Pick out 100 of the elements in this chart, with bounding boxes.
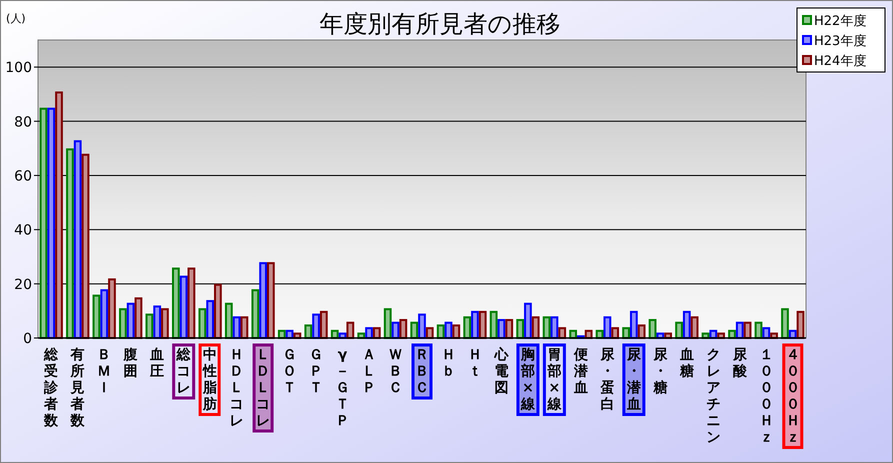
- x-tick-label: 尿・蛋白: [599, 347, 616, 412]
- bar: [100, 289, 108, 339]
- bar: [224, 302, 233, 339]
- bar: [266, 262, 275, 339]
- bar: [630, 310, 638, 339]
- x-tick-label: クレアチニン: [706, 347, 720, 446]
- bar: [638, 324, 646, 339]
- bar: [92, 294, 100, 339]
- bar: [728, 330, 736, 339]
- x-tick-label: 腹囲: [122, 347, 138, 380]
- bar: [444, 322, 452, 339]
- y-tick-label: 20: [14, 276, 32, 293]
- bar: [622, 327, 630, 339]
- bar: [471, 310, 479, 339]
- bar: [188, 268, 196, 339]
- bar: [490, 310, 498, 339]
- bar: [161, 308, 169, 339]
- bar: [516, 319, 524, 339]
- chart-title: 年度別有所見者の推移: [320, 10, 560, 38]
- x-tick-label: 血圧: [149, 347, 164, 380]
- x-tick-label: ＧＰＴ: [309, 347, 324, 396]
- legend-label: H22年度: [814, 13, 866, 29]
- bar: [40, 108, 48, 339]
- x-tick-label: Ｈｂ: [441, 347, 456, 380]
- bar: [532, 316, 540, 339]
- bar: [498, 319, 506, 339]
- bar: [365, 327, 373, 339]
- bar: [478, 310, 487, 339]
- x-tick-label: 便潜血: [572, 347, 588, 396]
- bar: [180, 276, 188, 339]
- y-tick-label: 100: [5, 60, 32, 76]
- x-tick-label: 胃部×線: [546, 347, 562, 412]
- bar: [251, 289, 260, 339]
- bar: [312, 314, 320, 339]
- bar: [82, 154, 90, 339]
- bar: [744, 322, 752, 339]
- bar: [410, 322, 418, 339]
- x-tick-label: ＡＬＰ: [362, 347, 376, 396]
- bar: [206, 300, 214, 339]
- y-tick-label: 80: [14, 114, 32, 130]
- x-tick-label: ＷＢＣ: [388, 347, 403, 396]
- x-tick-label: 尿・潜血: [626, 347, 642, 412]
- y-axis-title: (人): [6, 12, 26, 25]
- bar: [463, 316, 472, 339]
- bar: [108, 278, 116, 339]
- bar: [232, 316, 241, 339]
- bar: [569, 330, 578, 339]
- bar: [542, 316, 551, 339]
- bar: [47, 108, 56, 339]
- x-tick-label: 尿酸: [732, 347, 748, 380]
- x-tick-label: 総受診者数: [43, 347, 60, 429]
- bar: [682, 310, 691, 339]
- bar: [198, 308, 206, 339]
- bar: [675, 322, 683, 339]
- bar: [736, 322, 744, 339]
- bar: [603, 316, 612, 339]
- bar: [505, 319, 514, 339]
- bar: [384, 308, 392, 339]
- x-tick-label: 胸部×線: [520, 347, 536, 412]
- x-tick-label: 総コレ: [176, 347, 192, 396]
- y-tick-label: 0: [23, 331, 32, 347]
- x-tick-label: ＢＭＩ: [97, 347, 112, 396]
- bar: [781, 308, 789, 339]
- bar: [392, 322, 400, 339]
- bar: [134, 297, 142, 339]
- bar: [418, 314, 426, 339]
- bar: [690, 316, 698, 339]
- bar: [346, 322, 354, 339]
- bar: [754, 322, 762, 339]
- bar: [214, 284, 222, 339]
- y-tick-label: 40: [14, 222, 32, 239]
- x-tick-label: ＨＤＬコレ: [230, 347, 244, 429]
- x-tick-label: 血糖: [678, 347, 694, 380]
- bar: [259, 262, 267, 339]
- x-tick-label: γ－ＧＴＰ: [336, 347, 350, 429]
- x-tick-label: ４０００Ｈｚ: [786, 347, 800, 446]
- bar: [74, 140, 82, 339]
- bar: [55, 91, 63, 339]
- bar: [126, 302, 135, 339]
- x-tick-label: 中性脂肪: [202, 347, 218, 412]
- x-tick-label: １０００Ｈｚ: [759, 347, 774, 446]
- legend-label: H24年度: [814, 53, 866, 69]
- bar: [146, 314, 154, 339]
- bar: [596, 330, 604, 339]
- bar: [399, 319, 408, 339]
- bar: [286, 330, 294, 339]
- legend-label: H23年度: [814, 33, 866, 49]
- bar: [66, 148, 74, 339]
- bar: [550, 316, 558, 339]
- x-tick-label: ＧＯＴ: [282, 347, 297, 396]
- x-tick-label: 尿・糖: [652, 347, 668, 396]
- bar: [153, 305, 162, 339]
- x-tick-label: 心電図: [493, 346, 510, 396]
- bar: [119, 308, 127, 339]
- bar: [648, 319, 656, 339]
- x-tick-label: Ｈｔ: [468, 347, 482, 380]
- bar: [172, 268, 180, 339]
- bar: [320, 310, 328, 339]
- bar: [240, 316, 248, 339]
- bar: [524, 302, 532, 339]
